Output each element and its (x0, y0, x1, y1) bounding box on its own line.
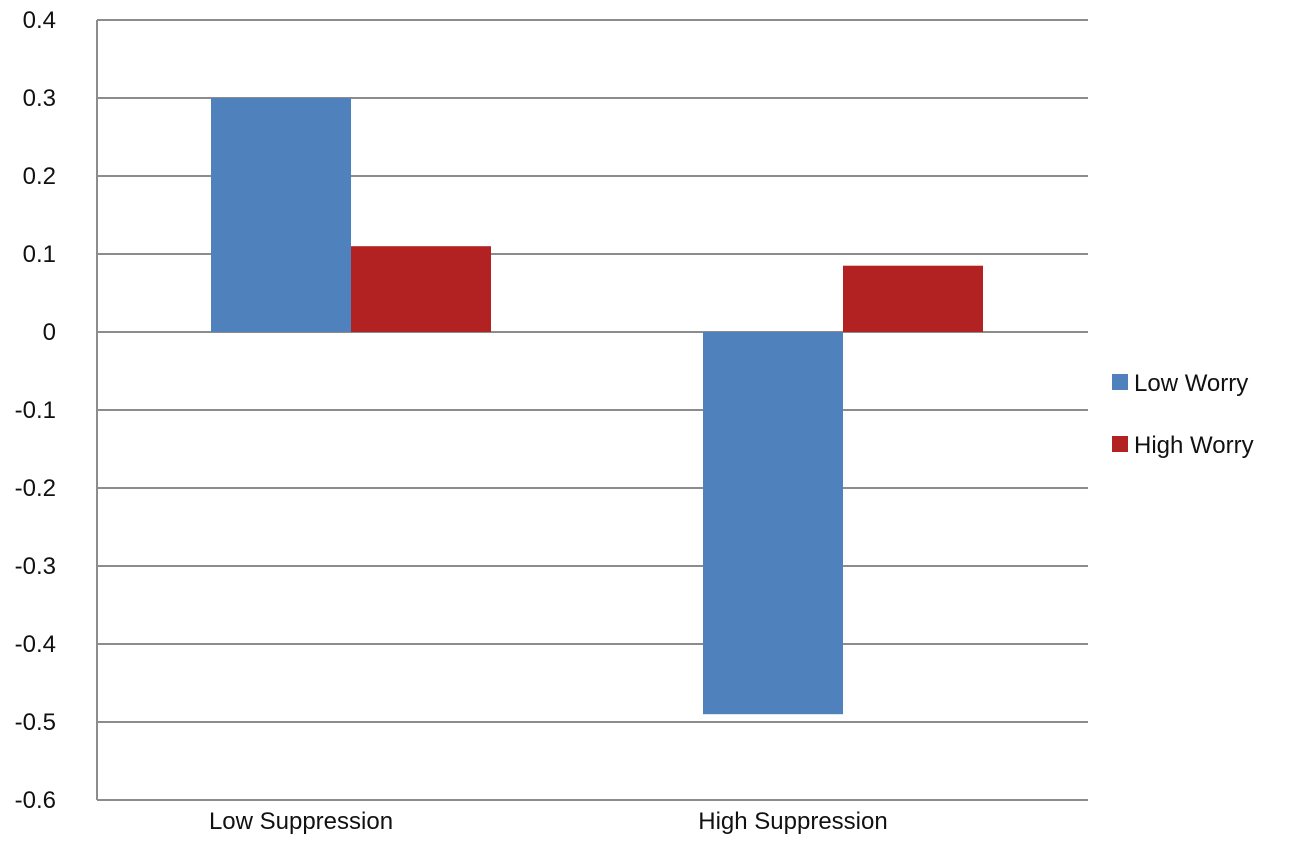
y-tick-label: -0.5 (15, 709, 56, 736)
x-category-label: Low Suppression (209, 808, 393, 835)
bar-low-worry-low-suppression (211, 98, 351, 332)
y-tick-label: -0.1 (15, 397, 56, 424)
legend-swatch (1112, 436, 1128, 452)
y-tick-label: 0.1 (23, 241, 56, 268)
x-axis-category-labels: Low Suppression High Suppression (209, 808, 888, 835)
bar-low-worry-high-suppression (703, 332, 843, 715)
y-tick-label: 0.3 (23, 85, 56, 112)
y-tick-label: -0.3 (15, 553, 56, 580)
legend-label: High Worry (1134, 432, 1254, 459)
legend-swatch (1112, 374, 1128, 390)
y-tick-label: 0.2 (23, 163, 56, 190)
legend-label: Low Worry (1134, 370, 1248, 397)
x-category-label: High Suppression (698, 808, 887, 835)
y-tick-label: 0 (43, 319, 56, 346)
y-tick-label: 0.4 (23, 7, 56, 34)
y-axis-tick-labels: 0.4 0.3 0.2 0.1 0 -0.1 -0.2 -0.3 -0.4 -0.5 -0.6 (15, 7, 56, 814)
bar-high-worry-high-suppression (843, 265, 983, 332)
bar-high-worry-low-suppression (351, 246, 491, 332)
legend: Low Worry High Worry (1112, 370, 1254, 459)
y-tick-label: -0.4 (15, 631, 56, 658)
bars (211, 98, 983, 715)
y-tick-label: -0.2 (15, 475, 56, 502)
y-tick-label: -0.6 (15, 787, 56, 814)
